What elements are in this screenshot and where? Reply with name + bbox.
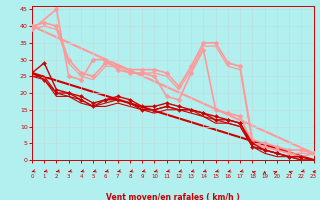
X-axis label: Vent moyen/en rafales ( km/h ): Vent moyen/en rafales ( km/h ) xyxy=(106,193,240,200)
